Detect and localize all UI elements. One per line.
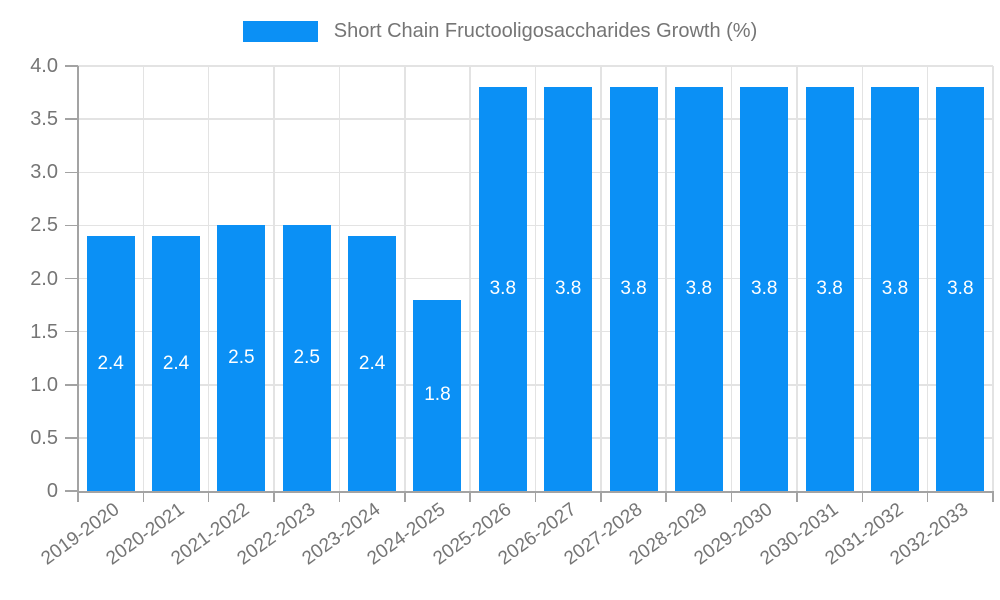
x-axis-tick: [992, 493, 994, 502]
gridline-vertical: [796, 66, 798, 491]
gridline-vertical: [926, 66, 929, 491]
x-axis-tick: [861, 493, 864, 502]
x-axis-tick: [926, 493, 929, 502]
y-axis-tick: [65, 171, 78, 173]
x-axis-tick: [600, 493, 602, 502]
x-axis-tick: [730, 493, 733, 502]
x-axis-tick: [77, 493, 79, 502]
bar-value-label: 3.8: [489, 278, 517, 300]
legend-item[interactable]: Short Chain Fructooligosaccharides Growt…: [242, 20, 758, 43]
gridline-vertical: [338, 66, 341, 491]
bar-value-label: 2.5: [228, 347, 255, 369]
y-tick-label: 0: [46, 480, 58, 502]
y-tick-label: 3.0: [30, 161, 58, 184]
bar[interactable]: 3.8: [936, 87, 985, 491]
y-tick-label: 1.0: [30, 373, 58, 396]
gridline-vertical: [469, 66, 471, 491]
bar[interactable]: 3.8: [674, 87, 723, 491]
bar[interactable]: 3.8: [544, 87, 593, 491]
y-tick-label: 3.5: [30, 108, 58, 131]
bar-value-label: 3.8: [751, 278, 778, 300]
x-axis-tick: [534, 493, 537, 502]
x-axis-tick: [469, 493, 471, 502]
bar-value-label: 2.4: [97, 352, 124, 374]
bar-value-label: 2.4: [358, 352, 386, 374]
bar[interactable]: 3.8: [478, 87, 527, 491]
bar[interactable]: 3.8: [740, 87, 789, 491]
bar[interactable]: 3.8: [805, 87, 854, 491]
legend-swatch: [242, 21, 318, 42]
x-axis-tick: [338, 493, 341, 502]
bar-value-label: 3.8: [881, 278, 909, 300]
bar-value-label: 3.8: [816, 278, 843, 300]
y-axis-line: [77, 66, 79, 493]
y-axis-tick: [65, 65, 78, 67]
y-axis-tick: [65, 224, 78, 227]
y-axis-tick: [65, 437, 78, 439]
x-axis-tick: [207, 493, 210, 502]
gridline-vertical: [665, 66, 667, 491]
bar[interactable]: 2.4: [152, 236, 201, 491]
bar-value-label: 3.8: [947, 278, 974, 300]
gridline-vertical: [861, 66, 864, 491]
bar[interactable]: 2.5: [217, 225, 266, 491]
x-axis-line: [77, 491, 994, 493]
bar[interactable]: 2.4: [86, 236, 135, 491]
bar[interactable]: 2.4: [348, 236, 397, 491]
x-axis-tick: [404, 493, 406, 502]
gridline-vertical: [730, 66, 733, 491]
y-axis-tick: [65, 277, 78, 280]
legend-label: Short Chain Fructooligosaccharides Growt…: [333, 20, 758, 42]
x-axis-tick: [796, 493, 798, 502]
bar-value-label: 3.8: [554, 278, 582, 300]
y-axis-tick: [65, 118, 78, 120]
y-axis-tick: [65, 330, 78, 333]
bar[interactable]: 2.5: [282, 225, 331, 491]
gridline-vertical: [142, 66, 145, 491]
gridline-vertical: [534, 66, 537, 491]
bar-value-label: 3.8: [685, 278, 713, 300]
bar-value-label: 2.5: [293, 347, 320, 369]
y-axis-tick: [65, 384, 78, 386]
legend: Short Chain Fructooligosaccharides Growt…: [0, 20, 1000, 43]
y-tick-label: 2.5: [30, 214, 58, 237]
bar-value-label: 3.8: [620, 278, 647, 300]
y-tick-label: 2.0: [30, 267, 58, 290]
bar[interactable]: 3.8: [609, 87, 658, 491]
bar-value-label: 2.4: [162, 352, 190, 374]
gridline-vertical: [273, 66, 275, 491]
x-axis-tick: [665, 493, 667, 502]
y-tick-label: 0.5: [30, 426, 58, 449]
gridline-vertical: [600, 66, 602, 491]
gridline-vertical: [207, 66, 210, 491]
bar-value-label: 1.8: [424, 384, 451, 406]
y-tick-label: 1.5: [30, 320, 58, 343]
bar[interactable]: 3.8: [870, 87, 919, 491]
y-tick-label: 4.0: [30, 55, 58, 77]
x-axis-tick: [273, 493, 275, 502]
gridline-vertical: [404, 66, 406, 491]
gridline-vertical: [992, 66, 994, 491]
y-axis-tick: [65, 490, 78, 492]
x-axis-tick: [142, 493, 145, 502]
bar[interactable]: 1.8: [413, 299, 462, 491]
